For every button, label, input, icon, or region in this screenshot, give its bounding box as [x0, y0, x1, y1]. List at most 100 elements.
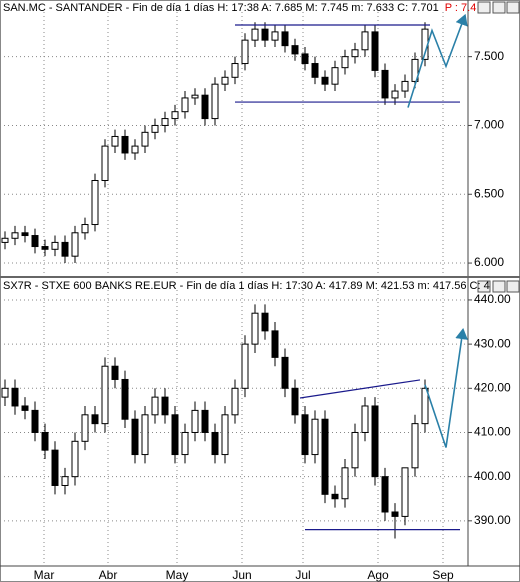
panel-header: SAN.MC - SANTANDER - Fin de día 1 días H…	[3, 2, 476, 14]
candle-body	[351, 431, 359, 469]
candle-body	[331, 67, 339, 85]
candle-body	[311, 63, 319, 78]
candle-body	[341, 56, 349, 69]
candle-body	[141, 414, 149, 456]
y-tick-label: 6.000	[474, 255, 504, 269]
candle-body	[261, 28, 269, 41]
minimize-button[interactable]	[477, 1, 491, 14]
candle-body	[411, 58, 419, 82]
close-button[interactable]	[506, 1, 520, 14]
candle-body	[421, 387, 429, 425]
candle-body	[201, 94, 209, 120]
y-tick-label: 7.000	[474, 118, 504, 132]
y-tick-label: 410.00	[474, 425, 511, 439]
candle-body	[91, 179, 99, 226]
candle-body	[271, 330, 279, 358]
close-button[interactable]	[506, 280, 520, 293]
forecast-arrow	[407, 13, 468, 108]
candle-body	[291, 45, 299, 55]
candle-body	[251, 312, 259, 345]
x-tick-label: Jul	[295, 568, 310, 582]
candle-body	[301, 414, 309, 456]
candle-body	[411, 423, 419, 469]
candle-body	[231, 63, 239, 78]
candle-body	[401, 467, 409, 517]
candle-body	[171, 414, 179, 456]
candle-body	[21, 405, 29, 411]
header-text: SX7R - STXE 600 BANKS RE.EUR - Fin de dí…	[3, 280, 490, 292]
candle-body	[401, 80, 409, 92]
maximize-button[interactable]	[492, 1, 506, 14]
y-tick-label: 7.500	[474, 49, 504, 63]
candle-body	[161, 118, 169, 126]
candle-body	[391, 90, 399, 99]
candle-body	[281, 356, 289, 389]
candle-body	[1, 237, 9, 243]
candle-body	[81, 414, 89, 442]
x-tick-label: May	[166, 568, 189, 582]
candle-body	[151, 124, 159, 133]
candle-body	[181, 97, 189, 113]
candle-body	[11, 232, 19, 239]
candle-body	[221, 76, 229, 85]
candle-body	[1, 387, 9, 398]
candle-body	[131, 145, 139, 154]
trend-line	[299, 379, 421, 399]
candle-body	[321, 418, 329, 495]
x-tick-label: Mar	[34, 568, 55, 582]
panel-header: SX7R - STXE 600 BANKS RE.EUR - Fin de dí…	[3, 280, 490, 292]
candle-body	[351, 49, 359, 58]
candle-body	[181, 431, 189, 456]
candle-body	[311, 418, 319, 456]
candle-body	[361, 405, 369, 433]
candle-body	[381, 476, 389, 513]
candle-body	[151, 396, 159, 416]
y-tick-label: 440.00	[474, 292, 511, 306]
candle-body	[161, 396, 169, 416]
y-tick-label: 6.500	[474, 186, 504, 200]
candle-body	[41, 431, 49, 451]
candle-body	[381, 69, 389, 99]
candle-body	[331, 493, 339, 500]
candle-body	[111, 365, 119, 380]
forecast-arrow	[424, 327, 468, 448]
candle-body	[301, 53, 309, 65]
candle-body	[241, 39, 249, 65]
candle-body	[31, 409, 39, 433]
candle-body	[371, 31, 379, 71]
minimize-button[interactable]	[477, 280, 491, 293]
x-tick-label: Jun	[232, 568, 251, 582]
candle-body	[71, 232, 79, 257]
maximize-button[interactable]	[492, 280, 506, 293]
candle-body	[121, 135, 129, 154]
candle-body	[71, 440, 79, 478]
header-text: SAN.MC - SANTANDER - Fin de día 1 días H…	[3, 2, 439, 14]
candle-body	[21, 232, 29, 237]
candle-body	[211, 431, 219, 456]
candle-body	[261, 312, 269, 332]
candle-body	[91, 414, 99, 425]
y-tick-label: 400.00	[474, 469, 511, 483]
window-buttons[interactable]	[477, 1, 520, 293]
candle-body	[31, 235, 39, 248]
x-tick-label: Ago	[367, 568, 389, 582]
x-tick-label: Sep	[432, 568, 454, 582]
candle-body	[231, 387, 239, 416]
candle-body	[191, 409, 199, 433]
candle-body	[251, 28, 259, 41]
candle-body	[341, 467, 349, 500]
candle-body	[81, 224, 89, 234]
candle-body	[51, 241, 59, 250]
candle-body	[291, 387, 299, 416]
candle-body	[11, 387, 19, 407]
candle-body	[101, 145, 109, 181]
candle-body	[61, 241, 69, 257]
candle-body	[391, 511, 399, 517]
candle-body	[121, 378, 129, 420]
candle-body	[321, 76, 329, 85]
candle-body	[191, 94, 199, 99]
candle-body	[221, 414, 229, 456]
candle-body	[171, 111, 179, 120]
